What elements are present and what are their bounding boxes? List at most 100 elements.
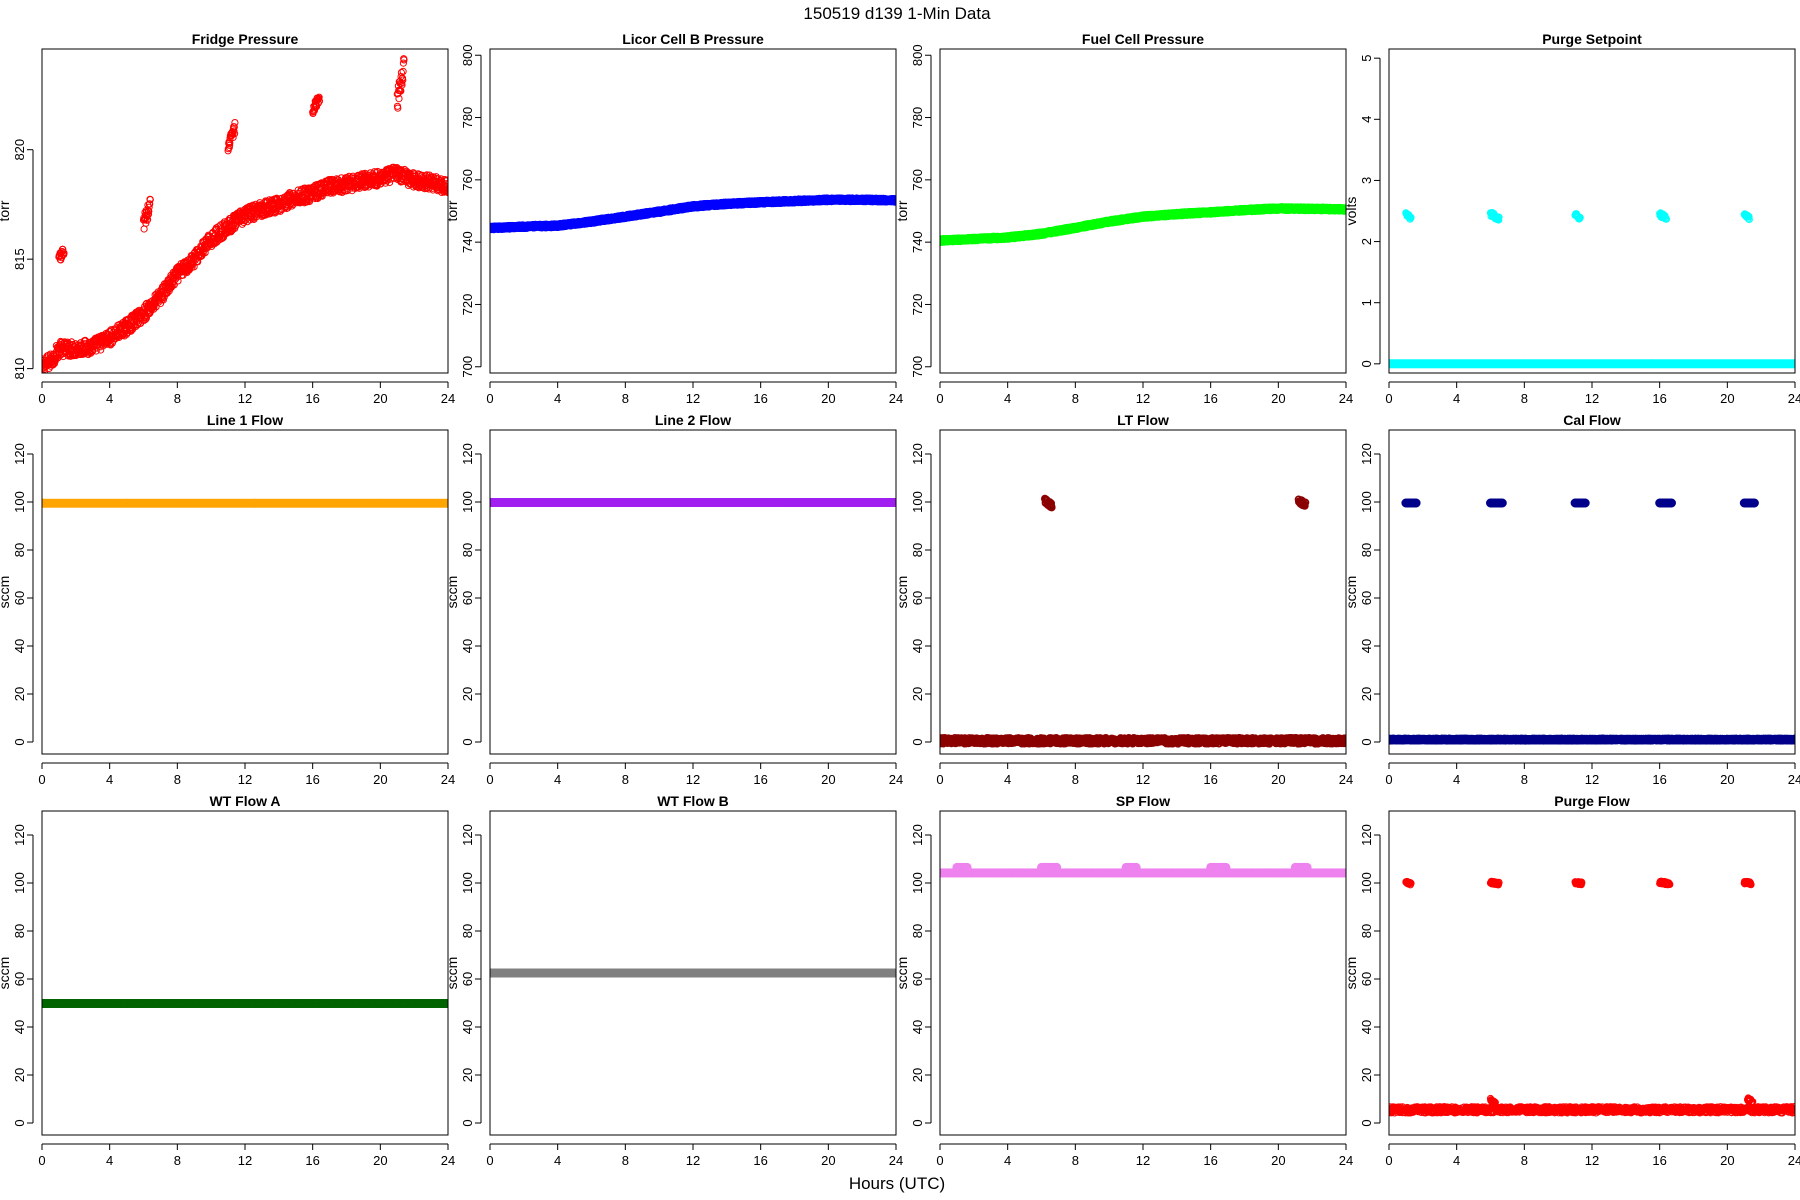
- data-point: [1576, 214, 1584, 222]
- y-tick-label: 820: [12, 139, 27, 161]
- data-point: [1745, 212, 1753, 221]
- data-point: [399, 76, 407, 84]
- data-point: [315, 93, 323, 101]
- data-points: [42, 55, 448, 373]
- data-point: [231, 130, 239, 138]
- data-point: [399, 67, 407, 76]
- x-tick-label: 12: [238, 391, 252, 406]
- data-point: [1662, 215, 1671, 223]
- data-point: [145, 203, 153, 211]
- data-point: [443, 183, 448, 191]
- panel-title: Fridge Pressure: [192, 31, 299, 47]
- x-tick-label: 24: [889, 391, 903, 406]
- data-point: [144, 210, 153, 218]
- x-tick-label: 20: [1271, 391, 1285, 406]
- data-point: [143, 212, 151, 220]
- x-tick-label: 8: [174, 391, 181, 406]
- x-tick-label: 20: [373, 391, 387, 406]
- data-point: [1495, 216, 1503, 224]
- y-tick-label: 760: [910, 169, 925, 191]
- panel-title: Fuel Cell Pressure: [1082, 31, 1204, 47]
- figure-x-axis-label: Hours (UTC): [849, 1174, 945, 1193]
- data-point: [226, 141, 234, 149]
- x-tick-label: 8: [1072, 391, 1079, 406]
- x-tick-label: 16: [1652, 391, 1666, 406]
- y-tick-label: 740: [910, 231, 925, 253]
- y-tick-label: 800: [910, 44, 925, 66]
- x-tick-label: 12: [686, 391, 700, 406]
- x-tick-label: 4: [1453, 391, 1460, 406]
- data-point: [144, 216, 152, 224]
- x-tick-label: 8: [622, 391, 629, 406]
- panel-title: Licor Cell B Pressure: [622, 31, 764, 47]
- data-point: [146, 196, 154, 204]
- x-tick-label: 16: [753, 391, 767, 406]
- data-point: [443, 176, 448, 184]
- x-tick-label: 12: [1136, 391, 1150, 406]
- data-point: [400, 56, 408, 64]
- data-point: [1341, 205, 1346, 215]
- x-tick-label: 0: [38, 391, 45, 406]
- data-point: [315, 97, 323, 105]
- x-tick-label: 4: [106, 391, 113, 406]
- data-point: [59, 245, 67, 253]
- y-tick-label: 720: [460, 294, 475, 316]
- data-point: [1790, 359, 1795, 369]
- x-tick-label: 4: [554, 391, 561, 406]
- y-tick-label: 800: [460, 44, 475, 66]
- y-tick-label: 780: [910, 107, 925, 129]
- y-axis-label: torr: [444, 200, 460, 221]
- x-tick-label: 20: [1720, 391, 1734, 406]
- x-tick-label: 0: [936, 391, 943, 406]
- data-points: [1389, 209, 1795, 369]
- x-tick-label: 20: [821, 391, 835, 406]
- x-tick-label: 24: [1788, 391, 1800, 406]
- data-point: [144, 207, 152, 215]
- data-point: [1407, 213, 1415, 222]
- panel-title: Purge Setpoint: [1542, 31, 1642, 47]
- y-tick-label: 740: [460, 231, 475, 253]
- y-tick-label: 0: [1359, 360, 1374, 367]
- y-tick-label: 780: [460, 107, 475, 129]
- data-points: [940, 203, 1346, 246]
- plot-frame: [41, 48, 449, 374]
- data-point: [107, 341, 115, 349]
- data-point: [442, 180, 448, 188]
- data-point: [1745, 215, 1753, 224]
- x-tick-label: 12: [1585, 391, 1599, 406]
- data-point: [146, 200, 154, 208]
- data-point: [442, 187, 448, 195]
- data-point: [60, 249, 68, 257]
- y-tick-label: 810: [12, 358, 27, 380]
- data-point: [174, 277, 182, 285]
- data-point: [230, 123, 238, 131]
- y-axis-label: torr: [894, 200, 910, 221]
- y-tick-label: 1: [1359, 299, 1374, 306]
- x-tick-label: 24: [1339, 391, 1353, 406]
- y-tick-label: 815: [12, 248, 27, 270]
- data-point: [386, 178, 394, 187]
- y-tick-label: 760: [460, 169, 475, 191]
- x-tick-label: 16: [1203, 391, 1217, 406]
- plot-frame: [489, 48, 897, 374]
- plot-frame: [1388, 48, 1796, 374]
- y-tick-label: 700: [910, 356, 925, 378]
- data-point: [231, 119, 239, 127]
- data-point: [395, 95, 403, 103]
- plot-frame: [939, 48, 1347, 374]
- data-point: [443, 185, 448, 193]
- x-tick-label: 4: [1004, 391, 1011, 406]
- data-point: [127, 327, 135, 335]
- figure-title: 150519 d139 1-Min Data: [803, 4, 991, 23]
- data-point: [339, 186, 347, 194]
- x-tick-label: 0: [486, 391, 493, 406]
- data-point: [1495, 213, 1503, 221]
- x-tick-label: 16: [305, 391, 319, 406]
- data-point: [398, 81, 406, 89]
- y-axis-label: torr: [0, 200, 12, 221]
- data-point: [230, 127, 238, 135]
